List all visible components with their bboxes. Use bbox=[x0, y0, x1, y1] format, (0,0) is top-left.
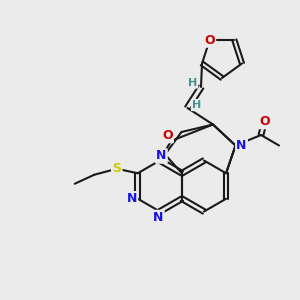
Text: H: H bbox=[188, 77, 197, 88]
Text: O: O bbox=[162, 129, 173, 142]
Text: N: N bbox=[156, 149, 166, 163]
Text: O: O bbox=[259, 115, 270, 128]
Text: O: O bbox=[204, 34, 215, 46]
Text: N: N bbox=[236, 139, 247, 152]
Text: N: N bbox=[153, 211, 164, 224]
Text: S: S bbox=[112, 162, 121, 175]
Text: H: H bbox=[192, 100, 201, 110]
Text: N: N bbox=[127, 192, 137, 205]
